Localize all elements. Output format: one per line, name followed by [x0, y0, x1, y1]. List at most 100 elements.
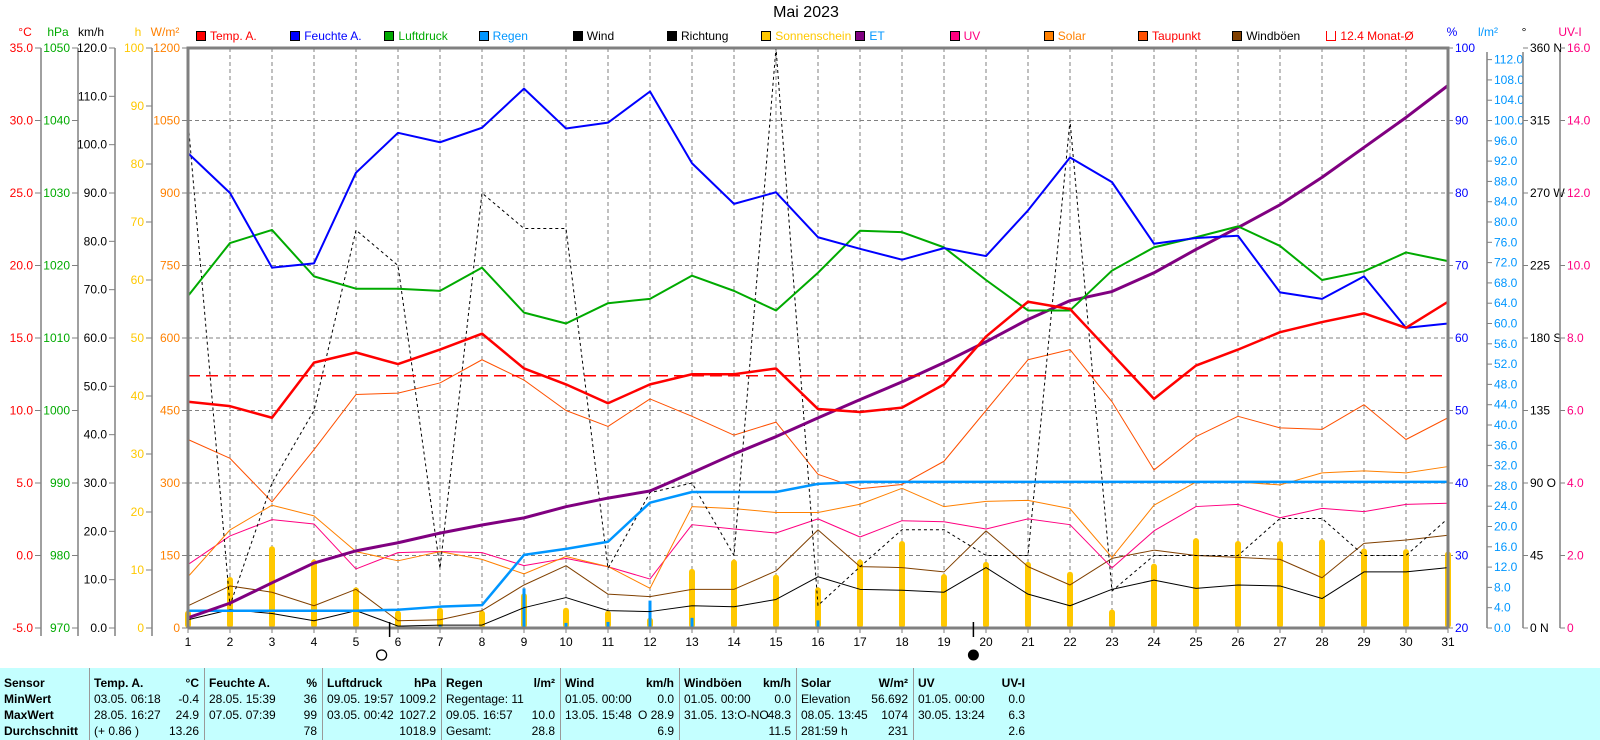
axis-tick-label: 15.0 — [10, 331, 34, 345]
cell-label: 08.05. 13:45 — [801, 708, 868, 722]
x-tick-label: 31 — [1441, 635, 1455, 649]
axis-tick-label: 990 — [50, 476, 70, 490]
axis-tick-label: 20.0 — [84, 524, 108, 538]
column-unit: km/h — [645, 676, 674, 690]
axis-tick-label: 40 — [1455, 476, 1469, 490]
x-tick-label: 29 — [1357, 635, 1371, 649]
column-unit: km/h — [762, 676, 791, 690]
series-line-taupunkt — [187, 349, 1449, 503]
axis-tick-label: 315 — [1530, 114, 1550, 128]
sunshine-bar — [1319, 539, 1325, 628]
axis-tick-label: 30.0 — [84, 476, 108, 490]
axis-tick-label: 10.0 — [1567, 259, 1591, 273]
legend-item: Richtung — [667, 29, 728, 43]
axis-tick-label: 84.0 — [1494, 195, 1518, 209]
column-unit: l/m² — [533, 676, 555, 690]
legend-item: Solar — [1043, 29, 1086, 43]
x-tick-label: 16 — [811, 635, 825, 649]
axis-tick-label: 10 — [131, 563, 145, 577]
stats-column: Luftdruck hPa 09.05. 19:57 1009.2 03.05. 00:… — [322, 668, 441, 740]
legend-label: Richtung — [681, 29, 729, 43]
sunshine-bar — [311, 559, 317, 628]
cell-label: 01.05. 00:00 — [684, 692, 751, 706]
series-line-feuchte-a- — [187, 87, 1449, 329]
sunshine-bar — [689, 568, 695, 628]
legend-label: Windböen — [1246, 29, 1301, 43]
axis-unit-wm2: W/m² — [151, 25, 180, 39]
sensor-header: Sensor — [4, 676, 45, 690]
cell-value: 28.8 — [531, 724, 555, 738]
x-tick-label: 17 — [853, 635, 867, 649]
axis-tick-label: 50 — [1455, 404, 1469, 418]
cell-value: 13.26 — [168, 724, 199, 738]
axis-tick-label: 4.0 — [1494, 601, 1511, 615]
series-line-et — [187, 84, 1449, 620]
legend-swatch-icon — [196, 31, 206, 41]
axis-tick-label: 72.0 — [1494, 256, 1518, 270]
cell-value: 2.6 — [1008, 724, 1025, 738]
legend-item: Feuchte A. — [290, 29, 362, 43]
axis-tick-label: 225 — [1530, 259, 1550, 273]
legend-swatch-icon — [667, 31, 677, 41]
cell-label: 07.05. 07:39 — [209, 708, 276, 722]
row-label-max: MaxWert — [4, 708, 54, 722]
chart-title: Mai 2023 — [773, 4, 839, 21]
x-tick-label: 9 — [521, 635, 528, 649]
axis-tick-label: 45 — [1530, 549, 1544, 563]
x-tick-label: 7 — [437, 635, 444, 649]
sunshine-bar — [731, 559, 737, 628]
axis-tick-label: 60.0 — [1494, 317, 1518, 331]
axis-tick-label: 40 — [131, 389, 145, 403]
cell-value: 0.0 — [1008, 692, 1025, 706]
stats-column: Windböen km/h 01.05. 00:00 0.0 31.05. 13:O-N… — [679, 668, 796, 740]
legend-label: UV — [963, 29, 981, 43]
sunshine-bar — [1193, 538, 1199, 628]
axis-tick-label: 96.0 — [1494, 134, 1518, 148]
axis-tick-label: 6.0 — [1567, 404, 1584, 418]
cell-label: (+ 0.86 ) — [94, 724, 140, 738]
axis-tick-label: 70 — [131, 215, 145, 229]
axis-tick-label: 60 — [131, 273, 145, 287]
axis-tick-label: 90 — [131, 99, 145, 113]
full-moon-icon — [375, 649, 388, 661]
axis-tick-label: 108.0 — [1494, 73, 1524, 87]
legend-label: Wind — [586, 29, 615, 43]
axis-tick-label: 24.0 — [1494, 499, 1518, 513]
legend-label: ET — [869, 29, 885, 43]
sunshine-bar — [395, 610, 401, 628]
axis-tick-label: 0.0 — [16, 549, 33, 563]
sunshine-bar — [773, 574, 779, 628]
legend-label: Temp. A. — [210, 29, 257, 43]
axis-tick-label: 1050 — [153, 114, 180, 128]
axis-tick-label: 300 — [160, 476, 180, 490]
axis-tick-label: -5.0 — [12, 621, 33, 635]
stats-column: Wind km/h 01.05. 00:00 0.0 13.05. 15:48 O 28.… — [560, 668, 679, 740]
axis-tick-label: 100.0 — [77, 138, 107, 152]
cell-value: 10.0 — [531, 708, 555, 722]
axis-unit-hours: h — [135, 25, 142, 39]
x-tick-label: 26 — [1231, 635, 1245, 649]
axis-tick-label: 60 — [1455, 331, 1469, 345]
axis-tick-label: 450 — [160, 404, 180, 418]
axis-tick-label: 28.0 — [1494, 479, 1518, 493]
axis-tick-label: 80 — [131, 157, 145, 171]
axis-tick-label: 750 — [160, 259, 180, 273]
cell-value: 6.9 — [657, 724, 674, 738]
axis-tick-label: 60.0 — [84, 331, 108, 345]
cell-label: 01.05. 00:00 — [565, 692, 632, 706]
x-tick-label: 23 — [1105, 635, 1119, 649]
cell-label: 13.05. 15:48 — [565, 708, 632, 722]
axis-tick-label: 12.0 — [1567, 186, 1591, 200]
cell-value: 1009.2 — [399, 692, 436, 706]
x-tick-label: 18 — [895, 635, 909, 649]
axis-unit-kmh: km/h — [78, 25, 104, 39]
series-line-wind — [187, 567, 1449, 627]
x-tick-label: 10 — [559, 635, 573, 649]
cell-label: 01.05. 00:00 — [918, 692, 985, 706]
x-tick-label: 25 — [1189, 635, 1203, 649]
axis-tick-label: 56.0 — [1494, 337, 1518, 351]
cell-label: 28.05. 15:39 — [209, 692, 276, 706]
axis-tick-label: 112.0 — [1494, 53, 1523, 67]
cell-value: 99 — [303, 708, 317, 722]
axis-tick-label: 25.0 — [10, 186, 34, 200]
